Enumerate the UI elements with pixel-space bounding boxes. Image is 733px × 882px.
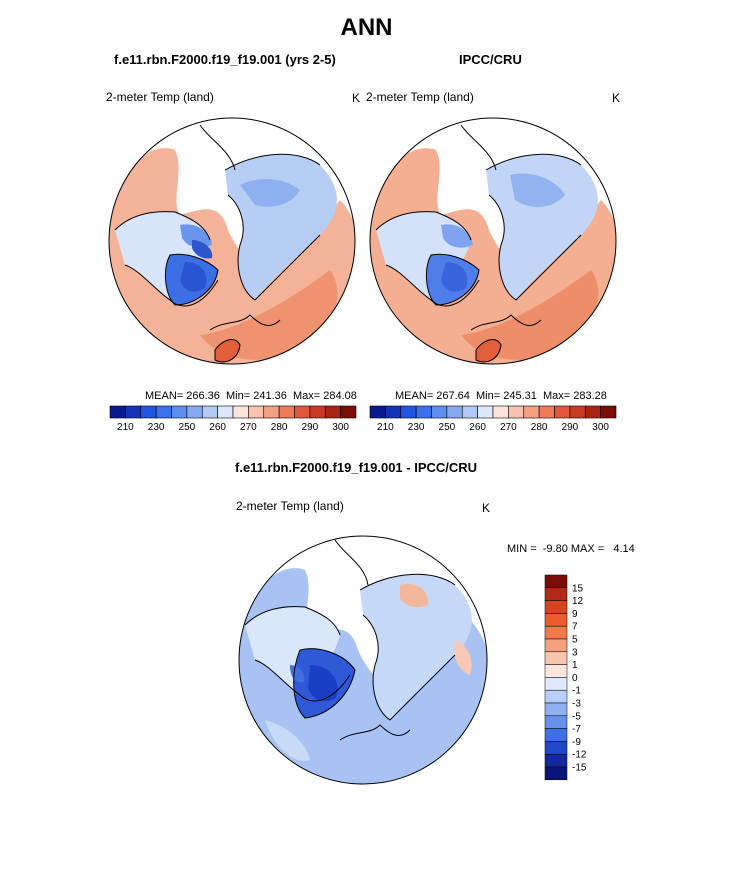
panel-2-variable-label: 2-meter Temp (land) <box>366 90 474 104</box>
difference-colorbar-swatch <box>544 625 568 640</box>
panel-1-colorbar-swatch <box>232 405 249 419</box>
panel-1-colorbar-swatch <box>324 405 341 419</box>
panel-1-colorbar-swatch <box>109 405 126 419</box>
difference-colorbar-swatch <box>544 664 568 678</box>
panel-1-colorbar-tick-label: 290 <box>302 422 319 433</box>
difference-colorbar: 15 12 9 7 53 1 0 -1 -3-5 -7 -9 -12 -15 <box>544 574 587 781</box>
difference-colorbar-label: -5 <box>572 711 581 722</box>
panel-2-colorbar-tick-label: 300 <box>592 422 609 433</box>
panel-2-colorbar-swatch <box>385 405 402 419</box>
panel-2-colorbar-swatch <box>600 405 617 419</box>
difference-colorbar-swatch <box>544 728 568 742</box>
difference-colorbar-label: -9 <box>572 737 581 748</box>
difference-colorbar-swatch <box>544 638 568 653</box>
difference-colorbar-swatch <box>544 613 568 627</box>
panel-2-colorbar-swatch <box>369 405 386 419</box>
difference-colorbar-label: 15 <box>572 583 584 594</box>
panel-1-colorbar-tick-label: 210 <box>117 422 134 433</box>
difference-colorbar-swatch <box>544 766 568 781</box>
difference-colorbar-swatch <box>544 702 568 717</box>
panel-1-title: f.e11.rbn.F2000.f19_f19.001 (yrs 2-5) <box>114 52 336 67</box>
panel-1-colorbar-tick-label: 280 <box>271 422 288 433</box>
difference-colorbar-label: 3 <box>572 647 578 658</box>
panel-2-colorbar: 210 230 250 260 270 280 290 300 <box>369 405 617 433</box>
panel-2-polar-map <box>369 117 617 365</box>
panel-2-colorbar-swatch <box>431 405 448 419</box>
panel-1-colorbar-tick-label: 250 <box>179 422 196 433</box>
panel-2-colorbar-swatch <box>492 405 509 419</box>
panel-2-title: IPCC/CRU <box>459 52 522 67</box>
panel-2-colorbar-swatch <box>554 405 571 419</box>
panel-2-colorbar-swatch <box>508 405 525 419</box>
difference-colorbar-label: 9 <box>572 609 578 620</box>
difference-colorbar-label: 1 <box>572 660 578 671</box>
difference-colorbar-label: -7 <box>572 724 581 735</box>
panel-1-colorbar-swatch <box>278 405 295 419</box>
panel-2-colorbar-tick-label: 260 <box>469 422 486 433</box>
difference-colorbar-label: -15 <box>572 763 587 774</box>
panel-1-colorbar-swatch <box>125 405 142 419</box>
difference-colorbar-swatch <box>544 651 568 665</box>
figure-title: ANN <box>340 14 393 41</box>
difference-colorbar-swatch <box>544 753 568 768</box>
difference-colorbar-swatch <box>544 715 568 729</box>
panel-1-colorbar-tick-label: 260 <box>209 422 226 433</box>
panel-1-colorbar-swatch <box>217 405 234 419</box>
panel-2-colorbar-swatch <box>538 405 555 419</box>
panel-1-colorbar-swatch <box>248 405 265 419</box>
panel-2-colorbar-swatch <box>400 405 417 419</box>
difference-colorbar-label: 0 <box>572 673 578 684</box>
difference-colorbar-label: -12 <box>572 750 587 761</box>
difference-colorbar-swatch <box>544 600 568 614</box>
panel-1-colorbar-swatch <box>340 405 357 419</box>
panel-2-colorbar-tick-label: 230 <box>408 422 425 433</box>
panel-2-colorbar-swatch <box>446 405 463 419</box>
panel-1-colorbar-swatch <box>263 405 280 419</box>
panel-2-colorbar-swatch <box>461 405 478 419</box>
panel-1-colorbar-swatch <box>201 405 218 419</box>
difference-colorbar-label: 7 <box>572 622 578 633</box>
difference-variable-label: 2-meter Temp (land) <box>236 499 344 513</box>
difference-colorbar-label: -3 <box>572 699 581 710</box>
panel-1-colorbar-swatch <box>155 405 172 419</box>
panel-1-colorbar-swatch <box>309 405 326 419</box>
panel-2-colorbar-tick-label: 210 <box>377 422 394 433</box>
panel-2-units-label: K <box>612 91 621 105</box>
difference-colorbar-swatch <box>544 741 568 755</box>
panel-1-units-label: K <box>352 91 361 105</box>
panel-2-colorbar-swatch <box>415 405 432 419</box>
panel-1-colorbar: 210 230 250 260 270 280 290 300 <box>109 405 357 433</box>
difference-title: f.e11.rbn.F2000.f19_f19.001 - IPCC/CRU <box>235 460 478 475</box>
panel-1-colorbar-tick-label: 270 <box>240 422 257 433</box>
panel-1-colorbar-swatch <box>186 405 203 419</box>
panel-2-colorbar-tick-label: 250 <box>439 422 456 433</box>
difference-colorbar-swatch <box>544 587 568 601</box>
panel-1-polar-map <box>108 117 356 365</box>
panel-1-colorbar-tick-label: 300 <box>332 422 349 433</box>
panel-2-colorbar-tick-label: 280 <box>531 422 548 433</box>
panel-2-colorbar-tick-label: 270 <box>500 422 517 433</box>
difference-colorbar-swatch <box>544 689 568 704</box>
difference-colorbar-swatch <box>544 574 568 589</box>
panel-2-colorbar-swatch <box>523 405 540 419</box>
difference-stats: MIN = -9.80 MAX = 4.14 <box>507 543 635 555</box>
difference-colorbar-label: 12 <box>572 596 584 607</box>
difference-units-label: K <box>482 501 491 515</box>
panel-1-colorbar-swatch <box>294 405 311 419</box>
difference-colorbar-label: 5 <box>572 635 578 646</box>
difference-polar-map <box>238 535 488 785</box>
panel-1-stats: MEAN= 266.36 Min= 241.36 Max= 284.08 <box>145 390 357 402</box>
panel-1-colorbar-swatch <box>171 405 188 419</box>
panel-2-colorbar-swatch <box>584 405 601 419</box>
panel-1-colorbar-swatch <box>140 405 157 419</box>
panel-1-colorbar-tick-label: 230 <box>148 422 165 433</box>
panel-2-stats: MEAN= 267.64 Min= 245.31 Max= 283.28 <box>395 390 607 402</box>
panel-2-colorbar-swatch <box>477 405 494 419</box>
panel-1-variable-label: 2-meter Temp (land) <box>106 90 214 104</box>
panel-2-colorbar-tick-label: 290 <box>562 422 579 433</box>
difference-colorbar-label: -1 <box>572 686 581 697</box>
panel-2-colorbar-swatch <box>569 405 586 419</box>
difference-colorbar-swatch <box>544 677 568 691</box>
